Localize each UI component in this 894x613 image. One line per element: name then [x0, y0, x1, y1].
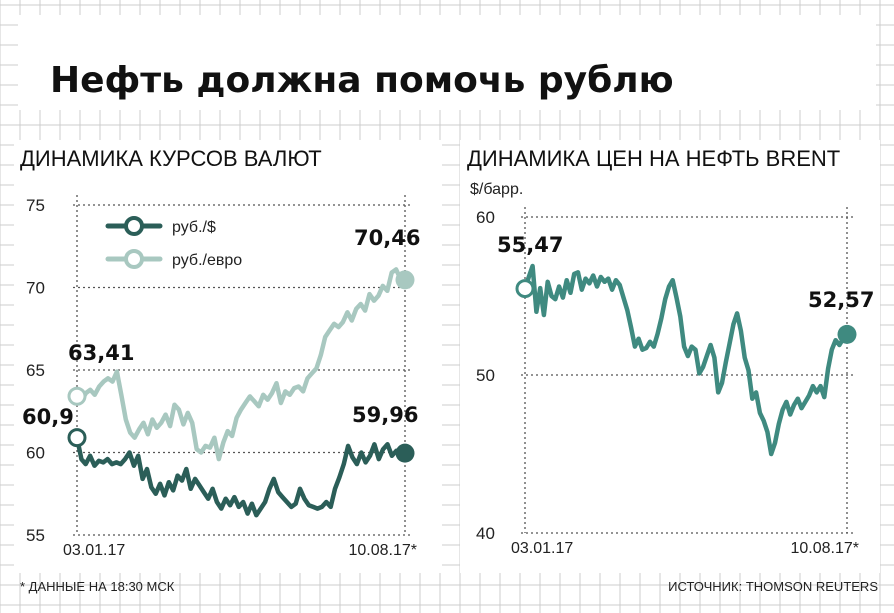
start-value-label: 63,41: [68, 341, 134, 365]
footnote: * ДАННЫЕ НА 18:30 МСК: [20, 579, 175, 594]
brent-panel: [460, 140, 880, 573]
series-start-marker: [67, 386, 87, 406]
brent-chart: 40 50 60 03.01.17 10.08.17* 55,47 52,57: [476, 207, 874, 557]
end-value-label: 59,96: [352, 403, 418, 427]
x-end-date-label: 10.08.17*: [348, 542, 417, 559]
y-tick-label: 75: [26, 196, 45, 215]
y-tick-label: 65: [26, 361, 45, 380]
page-title: Нефть должна помочь рублю: [50, 60, 674, 101]
series-end-marker: [837, 324, 857, 344]
x-start-date-label: 03.01.17: [63, 542, 125, 559]
start-value-label: 60,9: [22, 405, 74, 429]
y-tick-label: 55: [26, 526, 45, 545]
y-tick-label: 60: [26, 444, 45, 463]
y-tick-label: 50: [476, 366, 495, 385]
currency-chart: 55 60 65 70 75 03.01.17 10.08.17* 60,9 59,96 63,4…: [22, 195, 420, 559]
series-start-marker: [67, 428, 87, 448]
legend-swatch-marker: [124, 249, 144, 269]
y-tick-label: 60: [476, 208, 495, 227]
series-line-0: [74, 435, 408, 518]
legend-label: руб./евро: [172, 252, 242, 269]
x-start-date-label: 03.01.17: [511, 540, 573, 557]
legend-swatch-marker: [124, 216, 144, 236]
end-value-label: 70,46: [354, 226, 420, 250]
y-tick-label: 70: [26, 279, 45, 298]
start-value-label: 55,47: [497, 233, 563, 257]
legend-label: руб./$: [172, 219, 216, 236]
source-credit: ИСТОЧНИК: THOMSON REUTERS: [668, 579, 878, 594]
currency-chart-title: ДИНАМИКА КУРСОВ ВАЛЮТ: [20, 146, 322, 171]
title-panel: [18, 15, 876, 110]
brent-y-axis-unit: $/барр.: [470, 181, 523, 198]
y-tick-label: 40: [476, 524, 495, 543]
end-value-label: 52,57: [808, 288, 874, 312]
brent-chart-title: ДИНАМИКА ЦЕН НА НЕФТЬ BRENT: [467, 146, 840, 171]
series-end-marker: [395, 443, 415, 463]
series-end-marker: [395, 270, 415, 290]
series-line-1: [74, 267, 408, 462]
x-end-date-label: 10.08.17*: [790, 540, 859, 557]
series-line-0: [522, 263, 850, 457]
series-start-marker: [515, 279, 535, 299]
